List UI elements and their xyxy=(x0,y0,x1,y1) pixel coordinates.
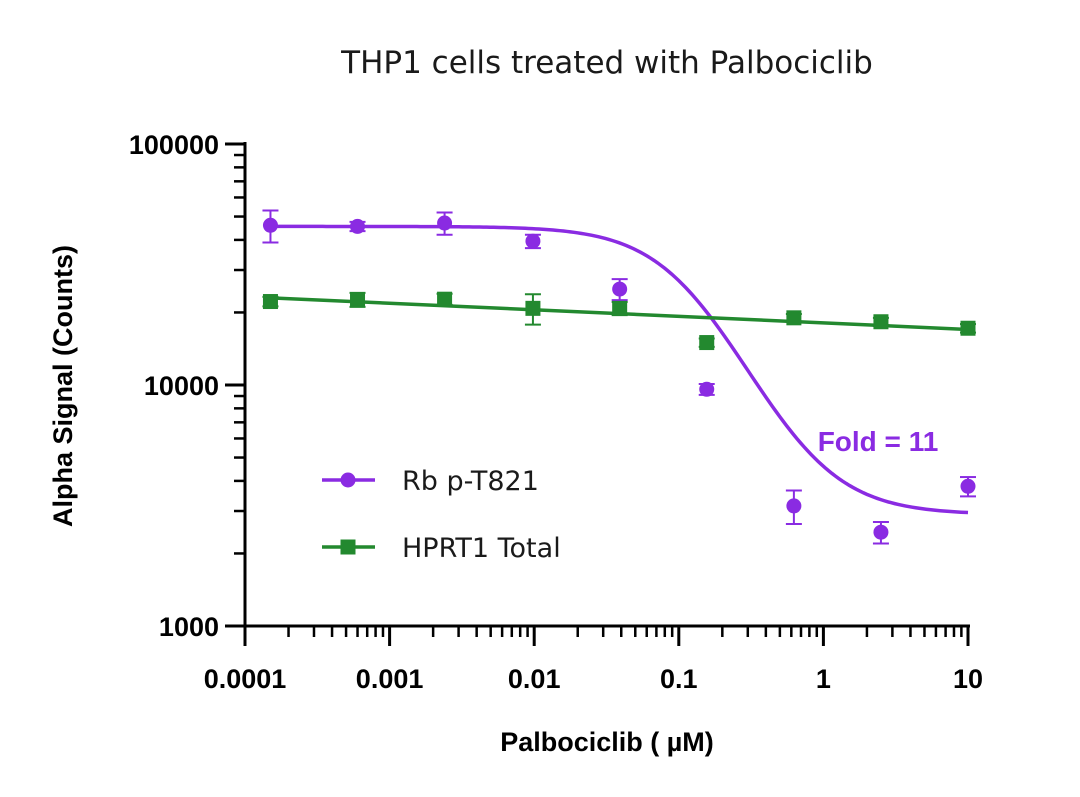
hprt1-total-point xyxy=(699,335,715,351)
y-tick-label: 10000 xyxy=(144,371,219,401)
legend: Rb p-T821 HPRT1 Total xyxy=(322,466,561,564)
rb-p-t821-point xyxy=(350,218,366,234)
legend-rb-p-t821-marker xyxy=(340,472,356,488)
x-tick-label: 0.0001 xyxy=(204,664,287,694)
x-tick-label: 10 xyxy=(953,664,983,694)
x-tick-label: 0.1 xyxy=(660,664,698,694)
rb-p-t821-point xyxy=(699,381,715,397)
y-tick-label: 100000 xyxy=(129,130,219,160)
x-tick-label: 1 xyxy=(816,664,831,694)
fit-lines xyxy=(270,224,969,515)
hprt1-total-point xyxy=(786,310,802,326)
rb-p-t821-point xyxy=(262,217,278,233)
hprt1-total-point xyxy=(612,300,628,316)
x-tick-label: 0.001 xyxy=(356,664,424,694)
rb-p-t821-point xyxy=(960,478,976,494)
x-axis-title: Palbociclib ( µM) xyxy=(500,727,714,757)
hprt1-total-point xyxy=(262,294,278,310)
legend-hprt1-total-label: HPRT1 Total xyxy=(402,533,561,564)
rb-p-t821-point xyxy=(612,281,628,297)
data-points xyxy=(262,209,976,545)
y-tick-label: 1000 xyxy=(159,612,219,642)
hprt1-total-point xyxy=(350,292,366,308)
fold-annotation: Fold = 11 xyxy=(818,426,939,457)
legend-rb-p-t821-label: Rb p-T821 xyxy=(402,466,539,497)
rb-p-t821-point xyxy=(873,524,889,540)
hprt1-total-point xyxy=(960,320,976,336)
rb-p-t821-fit-curve xyxy=(270,224,969,515)
axes: 1000 10000 100000 0.0001 0.001 0.01 0.1 1 10 xyxy=(129,130,983,694)
legend-hprt1-total-marker xyxy=(340,539,356,555)
y-axis-title: Alpha Signal (Counts) xyxy=(48,245,78,527)
rb-p-t821-point xyxy=(786,498,802,514)
chart-title: THP1 cells treated with Palbociclib xyxy=(340,45,873,81)
hprt1-total-point xyxy=(437,291,453,307)
rb-p-t821-point xyxy=(437,215,453,231)
hprt1-total-point xyxy=(873,314,889,330)
rb-p-t821-point xyxy=(525,233,541,249)
x-tick-label: 0.01 xyxy=(508,664,561,694)
hprt1-total-point xyxy=(525,300,541,316)
